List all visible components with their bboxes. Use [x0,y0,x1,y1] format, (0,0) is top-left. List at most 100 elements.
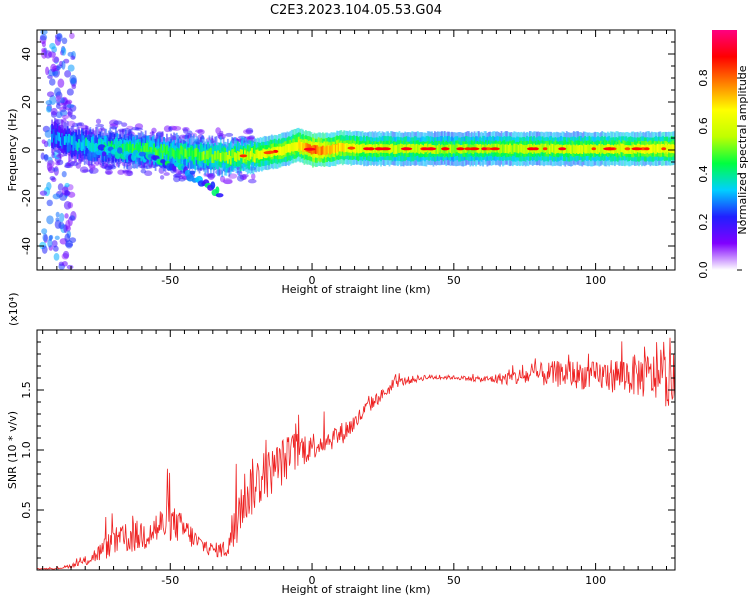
heatmap-cell [629,145,632,154]
heatmap-cell [589,144,592,153]
heatmap-cell [131,143,134,153]
snr-y-multiplier: (x10⁴) [7,293,20,327]
heatmap-cell [104,165,113,170]
heatmap-cell [85,140,88,157]
heatmap-cell [327,144,330,154]
heatmap-cell [229,155,232,165]
snr-x-axis-label: Height of straight line (km) [281,583,430,596]
heatmap-cell [89,142,92,152]
heatmap-cell [55,161,61,166]
heatmap-cell [67,120,76,127]
heatmap-cell [50,107,58,116]
heatmap-cell [85,137,88,147]
heatmap-cell [314,145,317,154]
heatmap-cell [163,172,170,176]
heatmap-cell [295,142,297,151]
heatmap-cell [258,150,260,160]
heatmap-cell [296,142,299,151]
heatmap-cell [137,144,140,154]
heatmap-cell [101,151,107,157]
snr-y-axis-label: SNR (10 * v/v) [6,411,19,489]
heatmap-cell [222,178,233,184]
heatmap-cell [394,145,397,154]
heatmap-cell [282,146,285,155]
heatmap-cell [241,176,247,180]
heatmap-cell [235,153,238,162]
heatmap-cell [163,144,165,153]
heatmap-cell [215,186,220,194]
heatmap-cell [577,145,579,155]
heatmap-cell [40,152,45,160]
heatmap-cell [207,173,215,180]
y-tick-label: 20 [20,95,33,109]
figure-title: C2E3.2023.104.05.53.G04 [270,3,442,18]
heatmap-cell [127,144,130,153]
heatmap-cell [61,114,69,120]
heatmap-hotspot [441,147,449,151]
heatmap-cell [171,125,182,131]
heatmap-cell [202,151,205,160]
heatmap-cell [331,144,334,153]
heatmap-cell [160,144,163,153]
heatmap-cell [45,66,50,76]
heatmap-cell [217,150,219,160]
colorbar-ticks: 0.0 0.2 0.4 0.6 0.8 [697,69,742,279]
heatmap-cell [317,146,320,156]
heatmap-cell [204,145,207,161]
heatmap-cell [526,145,528,154]
heatmap-cell [130,144,133,153]
colorbar: 0.0 0.2 0.4 0.6 0.8 Normalized spectral ampl… [697,30,749,279]
heatmap-cell [336,144,338,154]
heatmap-cell [574,145,577,154]
heatmap-cell [55,211,60,218]
heatmap-cell [144,142,147,152]
heatmap-cell [415,143,418,153]
heatmap-cell [90,139,93,149]
colorbar-label: Normalized spectral amplitude [736,65,749,234]
heatmap-cell [51,133,53,143]
heatmap-cell [194,148,197,157]
heatmap-cell [346,142,348,152]
heatmap-cell [289,144,292,153]
heatmap-cell [46,199,53,207]
heatmap-cell [204,154,207,164]
snr-y-ticks: 0.5 1.0 1.5 [20,341,675,559]
colorbar-tick-label: 0.6 [697,117,710,135]
heatmap-cell [319,146,321,156]
heatmap-cell [154,147,157,157]
heatmap-cell [242,146,245,162]
heatmap-cell [182,128,189,134]
heatmap-hotspot [239,154,248,158]
heatmap-cell [503,144,506,154]
heatmap-cell [321,145,324,155]
heatmap-cell [399,143,402,153]
heatmap-cell [95,123,105,128]
heatmap-cell [516,144,519,153]
heatmap-cell [50,63,57,73]
heatmap-cell [126,142,129,152]
heatmap-cell [139,142,141,151]
heatmap-cell [49,42,56,50]
heatmap-cell [201,151,204,161]
heatmap-cell [107,141,110,150]
heatmap-cell [60,97,65,104]
heatmap-cell [188,147,191,157]
heatmap-cell [52,129,55,138]
heatmap-cell [80,133,83,149]
heatmap-cell [197,149,200,158]
heatmap-cell [143,145,146,155]
heatmap-cell [398,144,401,153]
heatmap-cell [158,147,161,157]
heatmap-cell [242,153,245,163]
heatmap-cell [214,151,217,160]
y-tick-label: 1.5 [20,381,33,399]
heatmap-cell [341,142,344,152]
heatmap-cell [59,137,62,146]
x-tick-label: -50 [161,274,179,287]
heatmap-cell [616,144,619,154]
heatmap-cell [66,264,74,270]
heatmap-hotspot [644,147,650,151]
heatmap-cell [61,136,63,145]
heatmap-cell [166,145,168,154]
heatmap-cell [248,152,251,161]
